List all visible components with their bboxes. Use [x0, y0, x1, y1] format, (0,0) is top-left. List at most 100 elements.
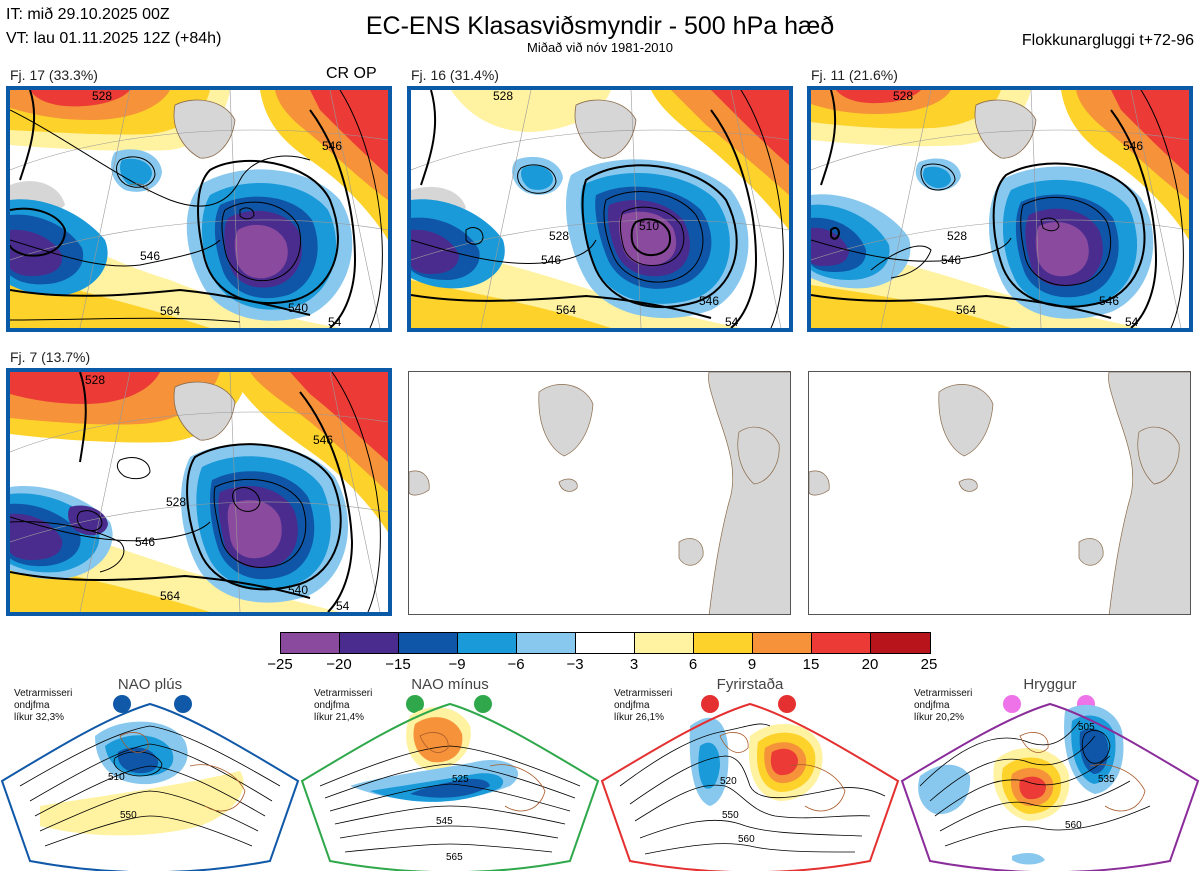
- regime-name: Hryggur: [1023, 676, 1077, 693]
- contour-label: 560: [1065, 820, 1082, 831]
- colorbar-tick-label: 9: [747, 656, 757, 673]
- contour-label: 564: [160, 589, 180, 603]
- colorbar-swatch: [281, 633, 340, 653]
- cluster-map-4: 528 546 528 546 564 540 54: [6, 368, 392, 616]
- page-title: EC-ENS Klasasviðsmyndir - 500 hPa hæð: [365, 12, 835, 40]
- regime-nao-plus-svg: 510 550: [0, 695, 300, 871]
- colorbar-swatch: [517, 633, 576, 653]
- panel-label-3: Fj. 11 (21.6%): [811, 67, 898, 83]
- contour-label: 528: [92, 90, 112, 103]
- contour-label: 546: [1123, 139, 1143, 153]
- contour-label: 54: [725, 315, 739, 328]
- empty-map-6: [808, 371, 1191, 615]
- colorbar-tick-label: 6: [688, 656, 698, 673]
- empty-map-5-svg: [409, 372, 790, 614]
- panel-marker-crop: CR OP: [326, 65, 377, 82]
- cluster-map-2-svg: 528 510 528 546 564 546 54: [411, 90, 789, 328]
- page-subtitle: Miðað við nóv 1981-2010: [527, 40, 673, 55]
- colorbar-tick-label: −15: [385, 656, 411, 673]
- classification-window: Flokkunargluggi t+72-96: [1021, 32, 1194, 49]
- cluster-map-4-svg: 528 546 528 546 564 540 54: [10, 372, 388, 612]
- colorbar-swatch: [635, 633, 694, 653]
- regime-info: Vetrarmisseri ondjfma líkur 26,1%: [614, 688, 673, 723]
- colorbar-swatch: [576, 633, 635, 653]
- contour-label: 54: [328, 315, 342, 328]
- regime-blocking-svg: 520 550 560: [600, 695, 900, 871]
- contour-label: 546: [313, 433, 333, 447]
- colorbar-swatch: [753, 633, 812, 653]
- contour-label: 546: [140, 249, 160, 263]
- contour-label: 564: [160, 304, 180, 318]
- colorbar-tick-label: −25: [267, 656, 293, 673]
- empty-map-5: [408, 371, 791, 615]
- contour-label: 540: [288, 301, 308, 315]
- contour-label: 528: [493, 90, 513, 103]
- contour-label: 545: [436, 816, 453, 827]
- colorbar-tick-label: −20: [326, 656, 352, 673]
- colorbar-swatch: [340, 633, 399, 653]
- regime-info: Vetrarmisseri ondjfma líkur 20,2%: [914, 688, 973, 723]
- regime-ridge: 505 535 560 Hryggur Vetrarmisseri ondjfm…: [900, 676, 1200, 871]
- colorbar-tick-label: −3: [566, 656, 584, 673]
- contour-label: 546: [1099, 294, 1119, 308]
- contour-label: 525: [452, 774, 469, 785]
- cluster-map-3: 528 546 528 546 564 546 54: [807, 86, 1193, 332]
- panel-label-4: Fj. 7 (13.7%): [10, 349, 91, 365]
- empty-map-6-svg: [809, 372, 1190, 614]
- regime-info: Vetrarmisseri ondjfma líkur 32,3%: [14, 688, 73, 723]
- contour-label: 54: [1125, 315, 1139, 328]
- contour-label: 546: [941, 253, 961, 267]
- colorbar-swatch: [458, 633, 517, 653]
- anomaly-colorbar: [280, 632, 931, 654]
- contour-label: 528: [947, 229, 967, 243]
- regime-info: Vetrarmisseri ondjfma líkur 21,4%: [314, 688, 373, 723]
- contour-label: 505: [1078, 722, 1095, 733]
- regime-nao-minus-svg: 525 545 565: [300, 695, 600, 871]
- regime-name: Fyrirstaða: [716, 676, 784, 693]
- colorbar-swatch: [871, 633, 930, 653]
- colorbar-swatch: [694, 633, 753, 653]
- contour-label: 546: [699, 294, 719, 308]
- colorbar-swatch: [812, 633, 871, 653]
- contour-label: 565: [446, 852, 463, 863]
- contour-label: 510: [108, 772, 125, 783]
- cluster-map-2: 528 510 528 546 564 546 54: [407, 86, 793, 332]
- regime-blocking: 520 550 560 Fyrirstaða Vetrarmisseri ond…: [600, 676, 900, 871]
- colorbar-swatch: [399, 633, 458, 653]
- contour-label: 550: [722, 810, 739, 821]
- contour-label: 528: [893, 90, 913, 103]
- regime-nao-plus: 510 550 NAO plús Vetrarmisseri ondjfma l…: [0, 676, 300, 871]
- contour-label: 510: [639, 219, 659, 233]
- contour-label: 564: [956, 303, 976, 317]
- contour-label: 528: [85, 373, 105, 387]
- contour-label: 528: [549, 229, 569, 243]
- valid-time: VT: lau 01.11.2025 12Z (+84h): [6, 30, 222, 47]
- contour-label: 564: [556, 303, 576, 317]
- contour-label: 540: [288, 583, 308, 597]
- regime-name: NAO mínus: [411, 676, 489, 693]
- contour-label: 528: [166, 495, 186, 509]
- contour-label: 546: [322, 139, 342, 153]
- colorbar-tick-label: 15: [802, 656, 820, 673]
- contour-label: 560: [738, 834, 755, 845]
- regime-nao-minus: 525 545 565 NAO mínus Vetrarmisseri ondj…: [300, 676, 600, 871]
- contour-label: 54: [336, 599, 350, 612]
- colorbar-tick-label: 25: [920, 656, 938, 673]
- contour-label: 546: [541, 253, 561, 267]
- colorbar-tick-label: 3: [629, 656, 639, 673]
- colorbar-tick-label: −9: [448, 656, 466, 673]
- cluster-map-1-svg: 528 546 564 546 540 54: [10, 90, 388, 328]
- regime-ridge-svg: 505 535 560: [900, 695, 1200, 871]
- regime-name: NAO plús: [117, 676, 183, 693]
- contour-label: 546: [135, 535, 155, 549]
- contour-label: 550: [120, 810, 137, 821]
- issue-time: IT: mið 29.10.2025 00Z: [6, 6, 170, 23]
- panel-label-1: Fj. 17 (33.3%): [10, 67, 98, 83]
- contour-label: 520: [720, 776, 737, 787]
- colorbar-tick-label: −6: [507, 656, 525, 673]
- contour-label: 535: [1098, 774, 1115, 785]
- cluster-map-3-svg: 528 546 528 546 564 546 54: [811, 90, 1189, 328]
- panel-label-2: Fj. 16 (31.4%): [411, 67, 499, 83]
- colorbar-tick-label: 20: [861, 656, 879, 673]
- cluster-map-1: 528 546 564 546 540 54: [6, 86, 392, 332]
